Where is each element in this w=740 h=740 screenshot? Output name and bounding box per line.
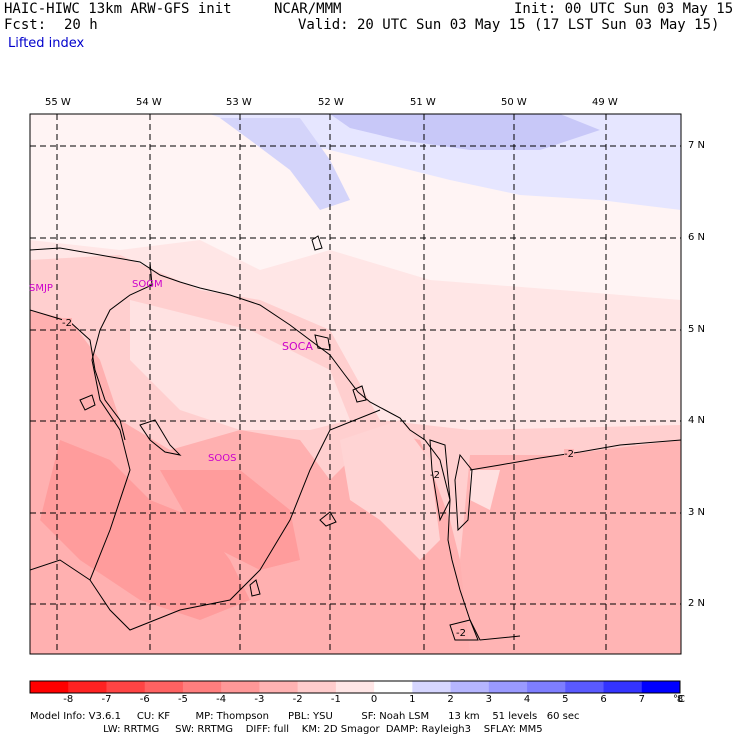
colorbar-tick-label: -7 bbox=[101, 694, 112, 705]
colorbar-tick-label: 7 bbox=[638, 694, 645, 705]
org-label: NCAR/MMM bbox=[274, 1, 342, 17]
lat-label: 3 N bbox=[688, 507, 706, 518]
contour-loop-10 bbox=[449, 619, 479, 641]
forecast-hour: 20 h bbox=[64, 17, 98, 33]
lon-label: 52 W bbox=[318, 97, 344, 108]
shade-minus3-patch-2 bbox=[160, 470, 300, 570]
station-label: SOOS bbox=[208, 453, 237, 464]
graticule bbox=[30, 114, 681, 654]
country-border-2 bbox=[30, 559, 91, 581]
colorbar-tick-label: 2 bbox=[447, 694, 454, 705]
contour-loop-3 bbox=[319, 511, 337, 527]
lat-label: 6 N bbox=[688, 232, 706, 243]
model-title: HAIC-HIWC 13km ARW-GFS init bbox=[4, 1, 232, 17]
station-label: SMJP bbox=[29, 283, 53, 294]
colorbar-tick-label: 8 bbox=[676, 694, 684, 705]
station-label: SOGM bbox=[132, 279, 163, 290]
country-border bbox=[89, 261, 381, 631]
shade-positive-core bbox=[330, 114, 600, 150]
lon-label: 54 W bbox=[136, 97, 162, 108]
contour-loop-2 bbox=[139, 419, 182, 456]
colorbar-tick-label: 3 bbox=[485, 694, 492, 705]
shade-positive-core-2 bbox=[220, 118, 350, 210]
lon-label: 55 W bbox=[45, 97, 71, 108]
station-label: SOCA bbox=[282, 340, 313, 353]
lat-label: 5 N bbox=[688, 324, 706, 335]
colorbar-tick-label: 4 bbox=[523, 694, 531, 705]
colorbar-tick-label: -2 bbox=[292, 694, 303, 705]
shade-pale-east bbox=[470, 470, 500, 510]
shade-pale-amapa bbox=[340, 420, 440, 560]
colorbar-tick-label: -3 bbox=[254, 694, 265, 705]
contour-loop-4 bbox=[249, 579, 261, 597]
init-time: Init: 00 UTC Sun 03 May 15 bbox=[514, 1, 734, 17]
lon-label: 51 W bbox=[410, 97, 436, 108]
map-frame bbox=[29, 113, 682, 655]
lat-label: 4 N bbox=[688, 415, 706, 426]
shade-minus2-east bbox=[460, 440, 681, 654]
forecast-label: Fcst: bbox=[4, 17, 47, 33]
field-name: Lifted index bbox=[8, 36, 85, 51]
contour-loop-1 bbox=[79, 394, 96, 411]
lon-label: 50 W bbox=[501, 97, 527, 108]
shade-minus3-patch bbox=[40, 440, 250, 620]
colorbar-tick-label: 6 bbox=[600, 694, 607, 705]
lat-label: 2 N bbox=[688, 598, 706, 609]
model-info-line1: Model Info: V3.6.1 CU: KF MP: Thompson P… bbox=[30, 711, 580, 722]
colorbar-tick-label: -5 bbox=[177, 694, 188, 705]
coastline bbox=[30, 247, 521, 641]
colorbar-tick-label: -4 bbox=[216, 694, 227, 705]
lon-label: 53 W bbox=[226, 97, 252, 108]
colorbar-tick-label: -6 bbox=[139, 694, 150, 705]
lat-label: 7 N bbox=[688, 140, 706, 151]
contour-label: -2 bbox=[564, 449, 574, 460]
contour-loop-9 bbox=[454, 453, 473, 532]
colorbar-tick-label: -1 bbox=[330, 694, 341, 705]
colorbar-tick-label: 0 bbox=[370, 694, 378, 705]
contour-label: -2 bbox=[62, 318, 72, 329]
contour-label: -2 bbox=[430, 470, 440, 481]
colorbar-tick-label: 5 bbox=[562, 694, 569, 705]
contour-loop-8 bbox=[429, 439, 451, 522]
contour-loop-6 bbox=[352, 385, 367, 403]
model-info-line2: LW: RRTMG SW: RRTMG DIFF: full KM: 2D Sm… bbox=[30, 724, 543, 735]
colorbar-tick-label: 1 bbox=[409, 694, 416, 705]
contour-label: -2 bbox=[456, 628, 466, 639]
contour-loop-7 bbox=[311, 235, 323, 251]
contour-minus2-east bbox=[469, 439, 681, 471]
colorbar-unit: °C bbox=[673, 694, 685, 705]
colorbar-tick-label: -8 bbox=[63, 694, 74, 705]
valid-time: Valid: 20 UTC Sun 03 May 15 (17 LST Sun … bbox=[298, 17, 720, 33]
lon-label: 49 W bbox=[592, 97, 618, 108]
contour-loop-5 bbox=[314, 334, 331, 351]
